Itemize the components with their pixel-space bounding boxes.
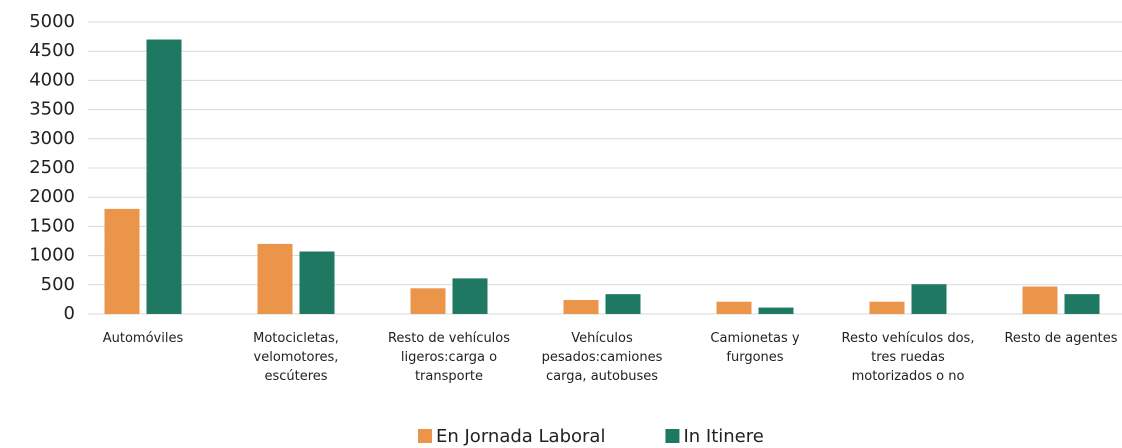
y-tick-label: 2000 [29, 186, 75, 207]
x-tick-line: Vehículos [571, 331, 633, 346]
x-tick-line: escúteres [264, 369, 327, 384]
legend-label: En Jornada Laboral [436, 426, 605, 447]
x-tick-line: Resto vehículos dos, [842, 331, 975, 346]
bar [758, 307, 794, 314]
x-tick-label: Vehículos pesados:camiones carga, autobuse… [542, 331, 663, 384]
bar [869, 301, 905, 314]
y-tick-label: 0 [64, 303, 75, 324]
bar [104, 208, 140, 314]
x-tick-line: velomotores, [254, 350, 339, 365]
x-tick-line: ligeros:carga o [401, 350, 497, 365]
bar [410, 288, 446, 314]
x-tick-line: motorizados o no [852, 369, 965, 384]
y-tick-label: 500 [41, 274, 75, 295]
bar [257, 243, 293, 314]
legend-swatch [418, 429, 432, 443]
legend-label: In Itinere [683, 426, 763, 447]
bar [146, 39, 182, 315]
x-tick-line: Automóviles [103, 331, 184, 346]
x-tick-line: Motocicletas, [253, 331, 339, 346]
bar [452, 278, 488, 314]
x-tick-label: Camionetas y furgones [710, 331, 799, 365]
y-tick-label: 4000 [29, 69, 75, 90]
x-tick-label: Resto de vehículos ligeros:carga o transpo… [388, 331, 510, 384]
y-tick-label: 3000 [29, 128, 75, 149]
x-tick-line: Resto de vehículos [388, 331, 510, 346]
y-tick-label: 1000 [29, 245, 75, 266]
bar [299, 251, 335, 314]
x-tick-line: Resto de agentes [1004, 331, 1117, 346]
x-tick-line: pesados:camiones [542, 350, 663, 365]
bar [605, 294, 641, 314]
y-tick-label: 4500 [29, 40, 75, 61]
x-tick-label: Motocicletas, velomotores, escúteres [253, 331, 339, 384]
legend-swatch [665, 429, 680, 443]
y-tick-label: 2500 [29, 157, 75, 178]
bar [1022, 286, 1058, 314]
x-tick-label: Resto de agentes [1004, 331, 1117, 346]
x-tick-line: carga, autobuses [546, 369, 658, 384]
x-tick-line: furgones [726, 350, 783, 365]
x-tick-label: Automóviles [103, 331, 184, 346]
x-tick-line: transporte [415, 369, 483, 384]
bar [563, 299, 599, 314]
x-tick-line: tres ruedas [871, 350, 945, 365]
x-tick-line: Camionetas y [710, 331, 799, 346]
bar [1064, 294, 1100, 314]
y-tick-label: 3500 [29, 99, 75, 120]
bar [911, 284, 947, 314]
y-tick-label: 5000 [29, 11, 75, 32]
x-tick-label: Resto vehículos dos, tres ruedas motorizad… [842, 331, 975, 384]
bar [716, 301, 752, 314]
y-tick-label: 1500 [29, 215, 75, 236]
